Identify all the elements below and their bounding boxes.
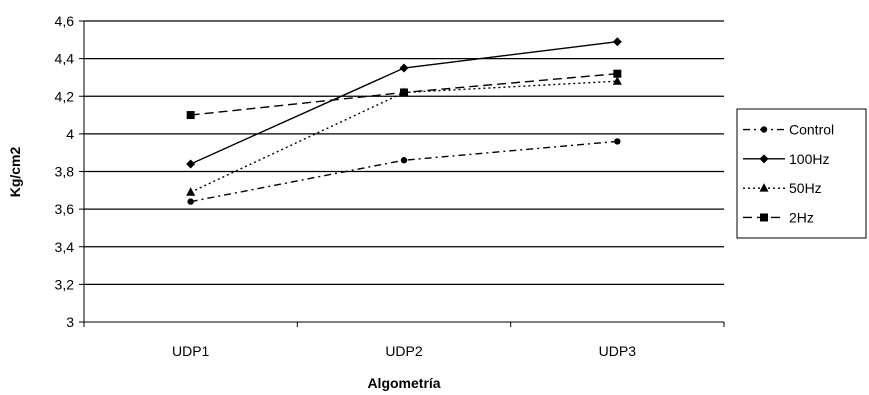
legend-marker xyxy=(759,154,769,164)
x-tick-label: UDP2 xyxy=(385,343,423,359)
data-point xyxy=(400,157,408,164)
legend-item: 2Hz xyxy=(743,209,814,225)
data-point xyxy=(614,138,621,145)
axes xyxy=(79,20,725,327)
y-tick-label: 3 xyxy=(66,314,74,330)
x-tick-labels: UDP1 UDP2 UDP3 xyxy=(172,343,636,359)
y-tick-label: 3,6 xyxy=(55,201,75,217)
legend-item: 50Hz xyxy=(743,180,822,196)
data-point xyxy=(186,159,196,169)
y-tick-label: 3,2 xyxy=(55,276,75,292)
series-2hz xyxy=(186,69,622,120)
legend-item: Control xyxy=(743,122,834,138)
data-point xyxy=(187,198,194,205)
x-axis-title: Algometría xyxy=(367,375,440,391)
y-tick-label: 4,4 xyxy=(55,51,75,67)
legend-label: 2Hz xyxy=(789,209,814,225)
y-tick-label: 3,4 xyxy=(55,239,75,255)
legend-marker xyxy=(760,213,768,222)
series-line xyxy=(190,140,618,203)
y-tick-label: 4 xyxy=(66,126,74,142)
x-tick-label: UDP1 xyxy=(172,343,210,359)
data-point xyxy=(613,69,622,78)
series-line xyxy=(190,80,618,193)
y-tick-labels: 3 3,2 3,4 3,6 3,8 4 4,2 4,4 4,6 xyxy=(55,13,75,330)
legend-item: 100Hz xyxy=(743,151,829,167)
y-axis-title: Kg/cm2 xyxy=(7,147,23,198)
data-point xyxy=(400,88,408,97)
series-control xyxy=(187,138,621,205)
gridlines xyxy=(84,20,724,286)
legend-marker xyxy=(760,126,768,133)
data-point xyxy=(612,76,622,85)
data-point xyxy=(399,63,409,73)
data-point xyxy=(186,111,195,120)
y-tick-label: 4,2 xyxy=(55,88,75,104)
legend-box xyxy=(736,108,867,239)
series-lines xyxy=(186,37,622,205)
x-tick-label: UDP3 xyxy=(599,343,637,359)
series-line xyxy=(190,40,618,165)
legend-marker xyxy=(759,183,769,192)
data-point xyxy=(612,37,622,47)
data-point xyxy=(186,187,196,196)
legend-label: Control xyxy=(789,122,834,138)
legend-label: 100Hz xyxy=(789,151,829,167)
legend: Control 100Hz 50Hz 2Hz xyxy=(736,108,867,239)
legend-label: 50Hz xyxy=(789,180,822,196)
series-100hz xyxy=(186,37,622,169)
y-tick-label: 4,6 xyxy=(55,13,75,29)
y-tick-label: 3,8 xyxy=(55,164,75,180)
